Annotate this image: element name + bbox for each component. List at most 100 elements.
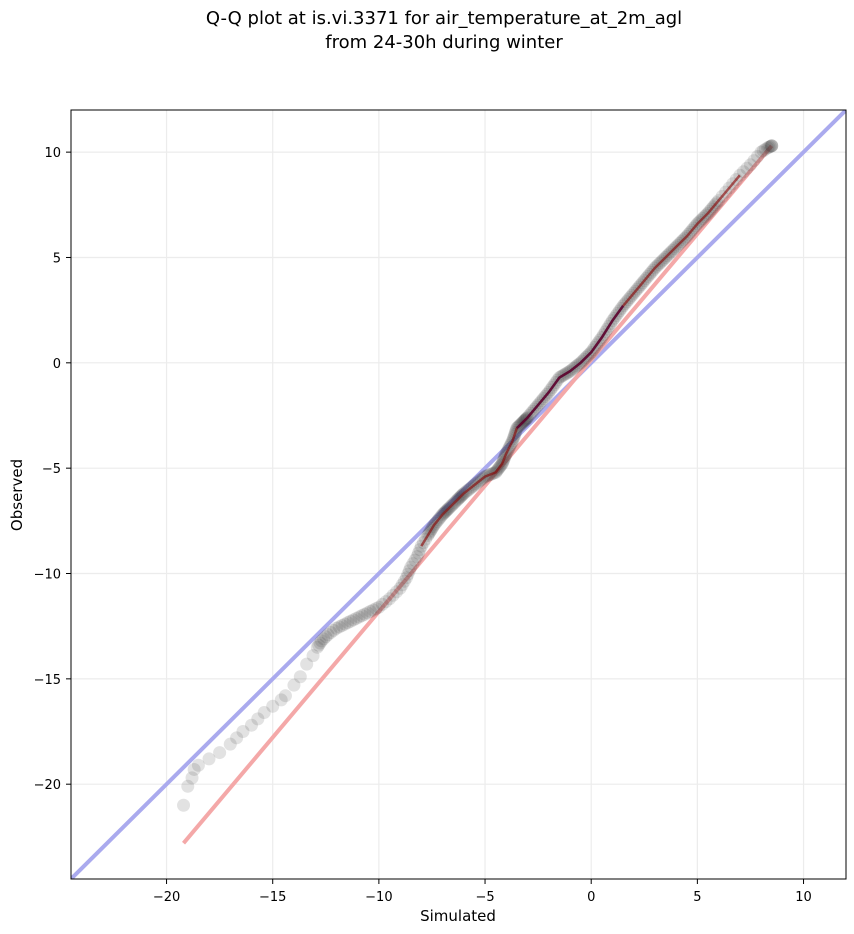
y-tick-label-6: 10 [44, 146, 61, 161]
qq-point-26 [321, 628, 335, 642]
qq-point-25 [319, 630, 333, 644]
qq-point-274 [763, 140, 777, 154]
qq-point-33 [341, 616, 355, 630]
qq-point-276 [765, 139, 779, 153]
qq-point-13 [266, 699, 280, 713]
qq-point-32 [338, 617, 352, 631]
y-tick-label-5: 5 [53, 251, 61, 266]
qq-point-18 [300, 657, 314, 671]
qq-point-30 [332, 620, 346, 634]
qq-point-2 [185, 771, 199, 785]
identity-line [71, 110, 846, 879]
quantile-points [177, 139, 779, 812]
qq-point-22 [313, 636, 327, 650]
x-tick-label-6: 10 [795, 890, 812, 905]
qq-point-269 [754, 145, 768, 159]
qq-point-54 [401, 567, 415, 581]
qq-point-7 [223, 737, 237, 751]
qq-point-55 [402, 564, 416, 578]
qq-point-272 [760, 141, 774, 155]
y-tick-label-4: 0 [53, 357, 61, 372]
qq-point-59 [410, 550, 424, 564]
x-tick-label-3: −5 [475, 890, 494, 905]
qq-point-60 [412, 546, 426, 560]
qq-point-44 [372, 600, 386, 614]
y-axis-label: Observed [8, 459, 26, 531]
qq-point-40 [361, 606, 375, 620]
fit-line [182, 144, 774, 845]
x-tick-label-2: −10 [365, 890, 392, 905]
chart-subtitle: from 24-30h during winter [325, 32, 563, 53]
qq-point-27 [324, 625, 338, 639]
qq-point-266 [743, 158, 757, 172]
qq-point-0 [177, 798, 191, 812]
qq-point-53 [399, 571, 413, 585]
x-tick-label-5: 5 [693, 890, 701, 905]
qq-point-29 [329, 621, 343, 635]
y-tick-label-0: −20 [34, 778, 61, 793]
qq-point-270 [756, 144, 770, 158]
qq-point-273 [762, 140, 776, 154]
qq-point-31 [335, 618, 349, 632]
qq-point-48 [386, 588, 400, 602]
qq-point-38 [355, 609, 369, 623]
qq-point-4 [191, 758, 205, 772]
qq-point-8 [230, 731, 244, 745]
qq-point-58 [408, 553, 422, 567]
qq-point-34 [344, 614, 358, 628]
qq-point-20 [310, 640, 324, 654]
qq-point-23 [315, 634, 329, 648]
qq-point-21 [312, 638, 326, 652]
y-tick-label-3: −5 [42, 462, 61, 477]
chart-title: Q-Q plot at is.vi.3371 for air_temperatu… [206, 8, 682, 29]
qq-point-47 [382, 592, 396, 606]
qq-point-43 [369, 602, 383, 616]
qq-point-271 [758, 142, 772, 156]
qq-point-52 [397, 574, 411, 588]
qq-point-9 [236, 725, 250, 739]
y-tick-label-1: −15 [34, 673, 61, 688]
qq-point-15 [278, 689, 292, 703]
qq-point-265 [740, 161, 754, 175]
qq-point-275 [765, 139, 779, 153]
central-red-line [420, 174, 741, 547]
qq-point-24 [317, 632, 331, 646]
qq-point-17 [293, 670, 307, 684]
qq-point-49 [390, 585, 404, 599]
qq-point-50 [393, 581, 407, 595]
qq-point-39 [358, 607, 372, 621]
qq-point-56 [404, 560, 418, 574]
x-axis-label: Simulated [420, 907, 496, 925]
qq-point-16 [287, 678, 301, 692]
qq-point-51 [395, 578, 409, 592]
plot-frame [70, 109, 847, 880]
qq-point-12 [257, 706, 271, 720]
qq-point-57 [406, 557, 420, 571]
qq-point-35 [346, 613, 360, 627]
qq-point-264 [736, 165, 750, 179]
qq-point-268 [751, 149, 765, 163]
grid-lines [71, 110, 846, 879]
x-tick-label-1: −15 [259, 890, 286, 905]
qq-point-267 [747, 154, 761, 168]
qq-point-45 [375, 597, 389, 611]
qq-point-6 [213, 746, 227, 760]
qq-point-3 [187, 762, 201, 776]
qq-point-11 [251, 712, 265, 726]
qq-point-28 [327, 623, 341, 637]
qq-point-61 [413, 543, 427, 557]
y-axis-ticks: −20 −15 −10 −5 0 5 10 [34, 146, 71, 793]
qq-point-46 [379, 595, 393, 609]
qq-point-42 [366, 603, 380, 617]
x-tick-label-4: 0 [587, 890, 595, 905]
qq-point-19 [306, 649, 320, 663]
qq-point-1 [181, 779, 195, 793]
y-tick-label-2: −10 [34, 568, 61, 583]
qq-point-10 [244, 718, 258, 732]
qq-point-5 [202, 752, 216, 766]
x-tick-label-0: −20 [153, 890, 180, 905]
qq-point-36 [349, 611, 363, 625]
qq-point-14 [274, 693, 288, 707]
qq-point-37 [352, 610, 366, 624]
